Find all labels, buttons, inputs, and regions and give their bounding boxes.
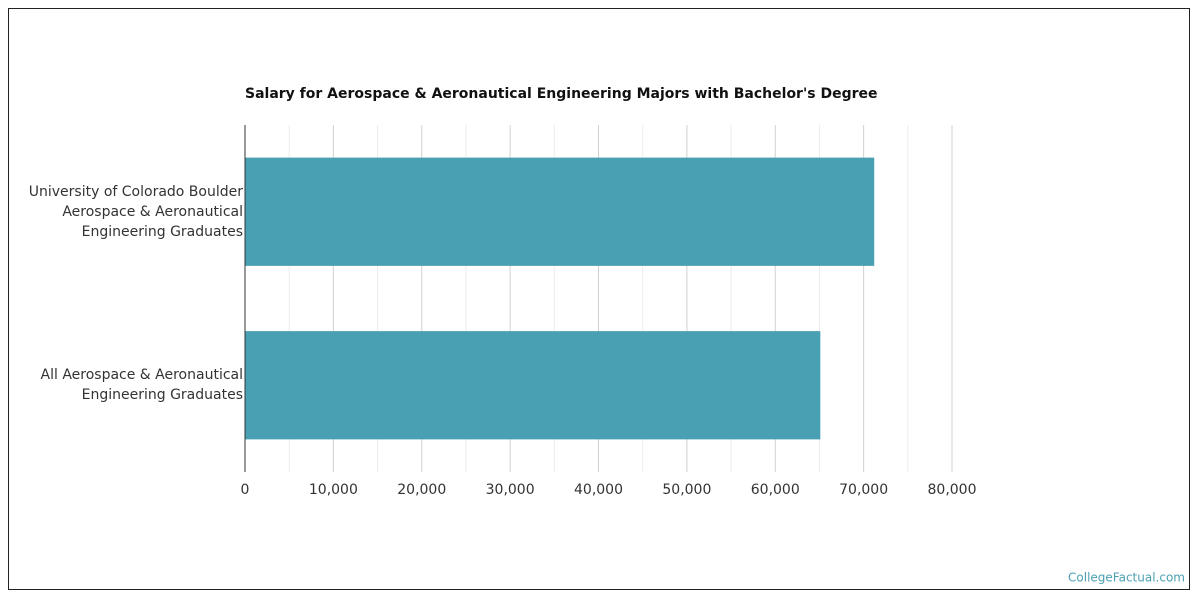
bar	[245, 331, 821, 440]
x-tick-label: 0	[241, 482, 250, 498]
x-tick-label: 60,000	[751, 482, 800, 498]
chart-title: Salary for Aerospace & Aeronautical Engi…	[245, 86, 878, 102]
bar	[245, 157, 875, 266]
x-tick-label: 30,000	[486, 482, 535, 498]
x-tick-label: 80,000	[928, 482, 977, 498]
x-tick-label: 70,000	[839, 482, 888, 498]
y-tick-label: University of Colorado Boulder Aerospace…	[28, 183, 243, 240]
source: CollegeFactual.com	[1068, 571, 1185, 585]
x-tick-label: 50,000	[662, 482, 711, 498]
frame	[8, 8, 1190, 590]
x-tick-label: 10,000	[309, 482, 358, 498]
x-tick-label: 20,000	[397, 482, 446, 498]
y-tick-label: All Aerospace & Aeronautical Engineering…	[40, 367, 243, 404]
x-tick-label: 40,000	[574, 482, 623, 498]
